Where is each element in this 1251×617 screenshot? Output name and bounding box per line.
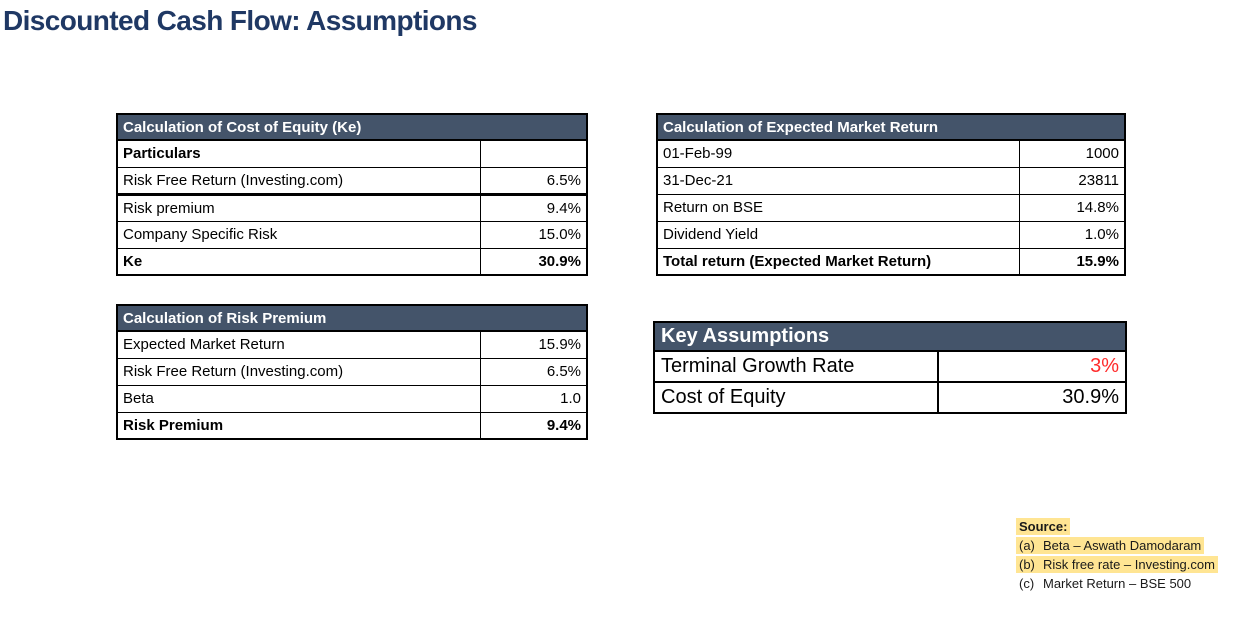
table-expected-market-return: Calculation of Expected Market Return 01… (656, 113, 1126, 276)
row-label: Cost of Equity (653, 381, 939, 414)
source-item: (b) Risk free rate – Investing.com (1016, 556, 1218, 573)
row-label: Risk Free Return (Investing.com) (116, 166, 481, 196)
source-note: Source: (a) Beta – Aswath Damodaram (b) Ri… (1016, 518, 1218, 595)
table-row: Expected Market Return 15.9% (116, 330, 588, 359)
table-row: Risk Premium 9.4% (116, 411, 588, 440)
row-label: Risk premium (116, 193, 481, 222)
row-value: 9.4% (479, 193, 588, 222)
table-header: Calculation of Risk Premium (115, 304, 589, 332)
row-label: Company Specific Risk (116, 220, 481, 249)
row-label: Ke (116, 247, 481, 276)
table-cost-of-equity: Calculation of Cost of Equity (Ke) Parti… (116, 113, 588, 276)
table-row: Ke 30.9% (116, 247, 588, 276)
table-header: Calculation of Expected Market Return (656, 113, 1126, 141)
table-row: Risk Free Return (Investing.com) 6.5% (116, 166, 588, 196)
source-item-text: Market Return – BSE 500 (1043, 576, 1192, 591)
row-label: Return on BSE (656, 193, 1020, 222)
page-title: Discounted Cash Flow: Assumptions (3, 5, 477, 36)
row-value: 15.9% (479, 330, 588, 359)
table-row: Dividend Yield 1.0% (656, 220, 1126, 249)
row-label: Beta (116, 384, 481, 413)
row-value: 1.0% (1018, 220, 1126, 249)
source-item-marker: (a) (1019, 538, 1035, 553)
table-header-row: Calculation of Risk Premium (115, 304, 589, 332)
row-label: Expected Market Return (116, 330, 481, 359)
row-value: 14.8% (1018, 193, 1126, 222)
table-row: Terminal Growth Rate 3% (653, 350, 1127, 383)
table-row: Total return (Expected Market Return) 15… (656, 247, 1126, 276)
table-header: Key Assumptions (653, 321, 1127, 352)
row-value: 1000 (1018, 139, 1126, 168)
table-row: Particulars (116, 139, 588, 168)
row-label: Risk Free Return (Investing.com) (116, 357, 481, 386)
row-label: Particulars (116, 139, 481, 168)
row-value: 15.9% (1018, 247, 1126, 276)
source-item: (a) Beta – Aswath Damodaram (1016, 537, 1218, 554)
table-header: Calculation of Cost of Equity (Ke) (116, 113, 588, 141)
table-row: Risk premium 9.4% (116, 193, 588, 222)
table-row: Risk Free Return (Investing.com) 6.5% (116, 357, 588, 386)
row-value: 6.5% (479, 166, 588, 196)
row-value (479, 139, 588, 168)
row-value: 15.0% (479, 220, 588, 249)
row-label: Risk Premium (116, 411, 481, 440)
source-item-text: Beta – Aswath Damodaram (1043, 538, 1202, 553)
table-header-row: Key Assumptions (653, 321, 1127, 352)
table-row: Return on BSE 14.8% (656, 193, 1126, 222)
table-key-assumptions: Key Assumptions Terminal Growth Rate 3% … (653, 321, 1127, 414)
source-item-marker: (b) (1019, 557, 1035, 572)
row-label: Terminal Growth Rate (653, 350, 939, 383)
source-item-marker: (c) (1019, 576, 1035, 591)
row-value: 1.0 (479, 384, 588, 413)
source-heading-line: Source: (1016, 518, 1218, 535)
table-row: Cost of Equity 30.9% (653, 381, 1127, 414)
source-item: (c) Market Return – BSE 500 (1016, 576, 1218, 591)
source-heading: Source: (1016, 518, 1071, 535)
table-header-row: Calculation of Expected Market Return (656, 113, 1126, 141)
table-row: 01-Feb-99 1000 (656, 139, 1126, 168)
table-row: 31-Dec-21 23811 (656, 166, 1126, 195)
row-value: 23811 (1018, 166, 1126, 195)
table-row: Beta 1.0 (116, 384, 588, 413)
row-label: 01-Feb-99 (656, 139, 1020, 168)
row-value: 6.5% (479, 357, 588, 386)
table-risk-premium: Calculation of Risk Premium Expected Mar… (115, 304, 589, 440)
table-row: Company Specific Risk 15.0% (116, 220, 588, 249)
source-item-text: Risk free rate – Investing.com (1043, 557, 1215, 572)
row-value: 30.9% (479, 247, 588, 276)
row-value: 9.4% (479, 411, 588, 440)
terminal-growth-rate-value: 3% (937, 350, 1127, 383)
row-label: Total return (Expected Market Return) (656, 247, 1020, 276)
row-label: 31-Dec-21 (656, 166, 1020, 195)
cost-of-equity-value: 30.9% (937, 381, 1127, 414)
row-label: Dividend Yield (656, 220, 1020, 249)
table-header-row: Calculation of Cost of Equity (Ke) (116, 113, 588, 141)
